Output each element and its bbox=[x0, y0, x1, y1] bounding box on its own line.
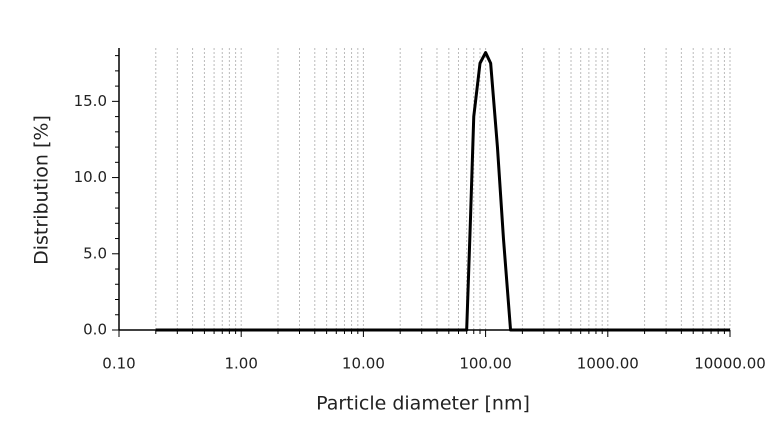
y-tick-label: 10.0 bbox=[74, 168, 107, 186]
x-tick-label: 10.00 bbox=[342, 355, 385, 373]
y-tick-label: 5.0 bbox=[83, 244, 107, 262]
x-tick-label: 1.00 bbox=[224, 355, 257, 373]
y-tick-label: 0.0 bbox=[83, 321, 107, 339]
x-tick-label: 10000.00 bbox=[694, 355, 766, 373]
x-tick-label: 1000.00 bbox=[577, 355, 639, 373]
x-tick-label: 100.00 bbox=[459, 355, 512, 373]
x-tick-label: 0.10 bbox=[102, 355, 135, 373]
y-axis-title: Distribution [%] bbox=[31, 115, 53, 265]
x-axis-title: Particle diameter [nm] bbox=[316, 393, 530, 415]
y-tick-label: 15.0 bbox=[74, 92, 107, 110]
data-line bbox=[155, 51, 730, 332]
